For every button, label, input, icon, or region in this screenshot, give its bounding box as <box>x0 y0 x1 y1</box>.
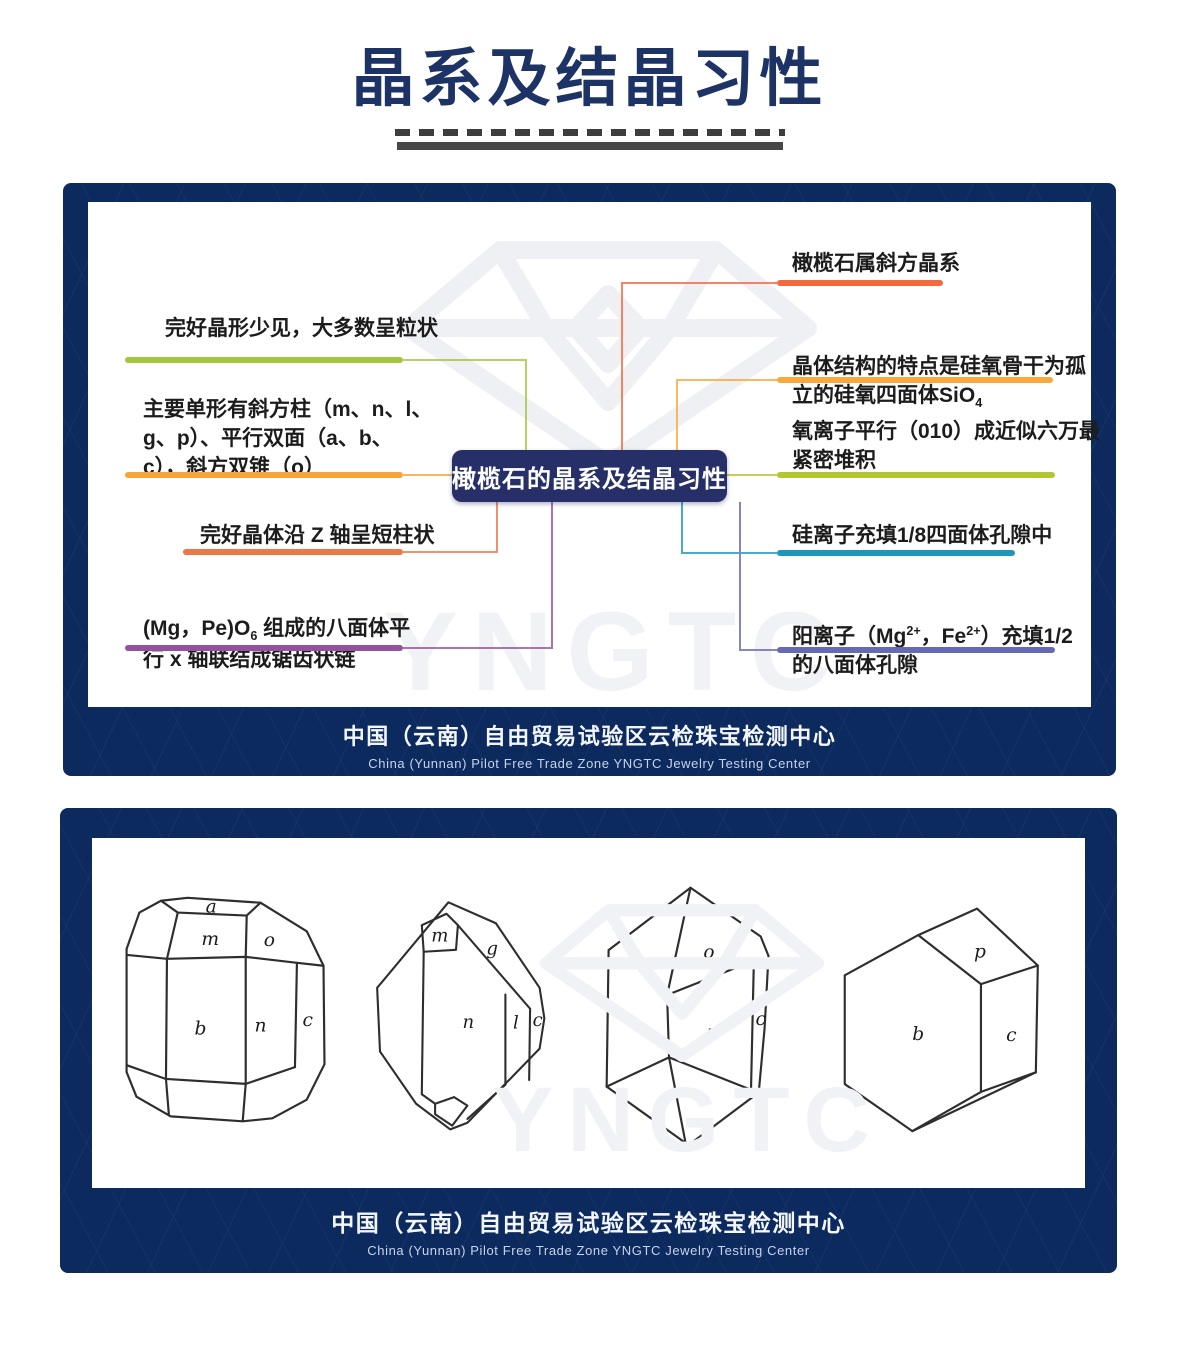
mindmap: 橄榄石的晶系及结晶习性 完好晶形少见，大多数呈粒状 主要单形有斜方柱（m、n、l… <box>88 202 1100 707</box>
face-label: c <box>756 1009 767 1030</box>
branch-label-right-4: 硅离子充填1/8四面体孔隙中 <box>792 524 1053 547</box>
page-title: 晶系及结晶习性 <box>351 44 828 114</box>
crystal-sketch-4: p b c <box>843 907 1039 1132</box>
face-label: m <box>201 929 219 950</box>
face-label: n <box>254 1016 266 1037</box>
crystal-sketch-1: a m o b n c <box>125 896 326 1123</box>
branch-label-left-2: 主要单形有斜方柱（m、n、l、 g、p）、平行双面（a、b、 c），斜方双锥（o… <box>143 398 433 479</box>
branch-label-left-1: 完好晶形少见，大多数呈粒状 <box>165 317 438 340</box>
connector-lines <box>403 282 777 651</box>
formula-part: ，Fe <box>920 624 967 648</box>
face-label: l <box>707 1026 713 1047</box>
branch-underline-right-1 <box>777 280 943 286</box>
crystal-3-edges <box>605 886 770 1146</box>
branch-underline-right-2 <box>777 377 1053 383</box>
branch-label-right-5: 阳离子（Mg2+，Fe2+）充填1/2 的八面体孔隙 <box>792 594 1102 681</box>
footer-english: China (Yunnan) Pilot Free Trade Zone YNG… <box>368 756 811 771</box>
mindmap-panel: YNGTC 橄榄石的晶系及结晶习性 完好晶形少见，大多数 <box>88 202 1100 714</box>
face-label: p <box>974 941 986 962</box>
face-label: b <box>194 1019 206 1040</box>
face-label: m <box>431 925 448 946</box>
face-label: g <box>486 938 498 959</box>
branch-underline-right-3 <box>777 472 1055 478</box>
title-solid-underline <box>396 141 783 150</box>
footer-chinese: 中国（云南）自由贸易试验区云检珠宝检测中心 <box>342 724 837 749</box>
formula-part: 晶体结构的特点是硅氧骨干为孤 立的硅氧四面体SiO <box>792 354 1086 407</box>
face-label: b <box>912 1023 924 1044</box>
branch-underline-left-1 <box>125 357 403 363</box>
mindmap-center-node: 橄榄石的晶系及结晶习性 <box>452 450 727 502</box>
face-label: c <box>1006 1024 1017 1045</box>
branch-label-right-1: 橄榄石属斜方晶系 <box>792 252 960 275</box>
mindmap-connectors <box>403 282 777 651</box>
crystal-sketch-3: o l c <box>605 886 770 1146</box>
footer-chinese: 中国（云南）自由贸易试验区云检珠宝检测中心 <box>331 1210 846 1236</box>
branch-underline-right-5 <box>777 647 1055 653</box>
formula-superscript: 2+ <box>966 623 981 638</box>
crystal-panel: YNGTC a m o b n c <box>92 838 1085 1188</box>
branch-underline-right-4 <box>777 550 1015 556</box>
face-label: l <box>513 1012 519 1033</box>
card2-footer: 中国（云南）自由贸易试验区云检珠宝检测中心 China (Yunnan) Pil… <box>60 1188 1117 1273</box>
branch-label-right-3: 氧离子平行（010）成近似六万最 紧密堆积 <box>792 420 1101 472</box>
face-label: o <box>704 941 715 962</box>
formula-part: ）充填1/2 的八面体孔隙 <box>792 624 1073 677</box>
formula-subscript: 4 <box>975 396 983 411</box>
formula-part: 组成的八面体平 行 x 轴联结成锯齿状链 <box>143 616 411 671</box>
crystal-2-edges <box>375 900 546 1130</box>
face-label: n <box>462 1011 474 1032</box>
branch-label-left-4: (Mg，Pe)O6 组成的八面体平 行 x 轴联结成锯齿状链 <box>143 586 443 675</box>
page-header: 晶系及结晶习性 <box>0 40 1179 150</box>
formula-part: (Mg，Pe)O <box>143 616 251 640</box>
crystal-sketch-2: m g n l c <box>375 900 546 1130</box>
face-label: a <box>206 897 217 918</box>
face-label: c <box>532 1009 542 1030</box>
crystal-1-edges <box>125 896 326 1123</box>
branch-underline-left-4 <box>125 645 403 651</box>
crystal-4-edges <box>843 907 1039 1132</box>
formula-part: 阳离子（Mg <box>792 624 907 648</box>
branch-underline-left-2 <box>125 472 403 478</box>
formula-subscript: 6 <box>250 629 258 644</box>
footer-english: China (Yunnan) Pilot Free Trade Zone YNG… <box>367 1243 810 1258</box>
title-dashed-underline <box>394 128 785 136</box>
card1-footer: 中国（云南）自由贸易试验区云检珠宝检测中心 China (Yunnan) Pil… <box>63 707 1116 776</box>
crystal-sketches-card: YNGTC a m o b n c <box>60 808 1117 1273</box>
branch-underline-left-3 <box>183 549 403 555</box>
mindmap-card: YNGTC 橄榄石的晶系及结晶习性 完好晶形少见，大多数 <box>63 183 1116 776</box>
face-label: o <box>264 930 275 951</box>
formula-superscript: 2+ <box>906 623 921 638</box>
face-label: c <box>303 1010 314 1031</box>
branch-label-right-2: 晶体结构的特点是硅氧骨干为孤 立的硅氧四面体SiO4 <box>792 324 1102 413</box>
branch-label-left-3: 完好晶体沿 Z 轴呈短柱状 <box>200 524 435 547</box>
